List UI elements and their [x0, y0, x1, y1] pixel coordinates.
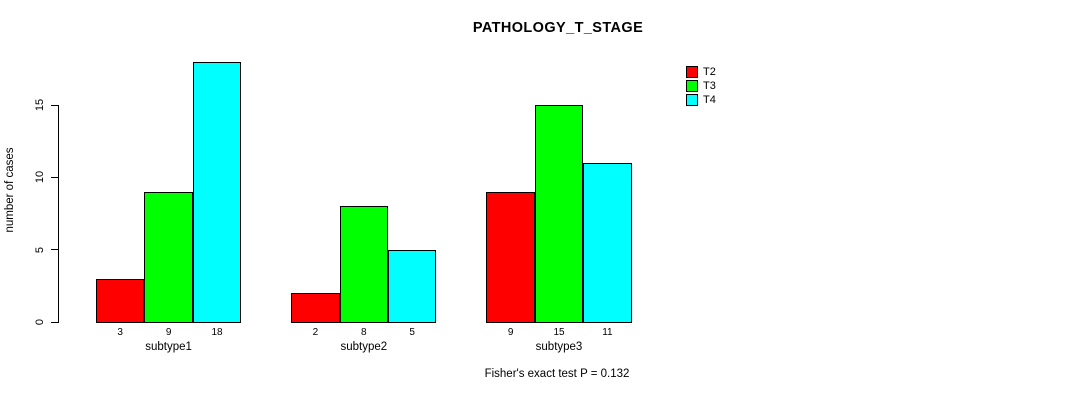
- annotation-text: Fisher's exact test P = 0.132: [484, 368, 630, 380]
- y-tick-mark: [51, 321, 58, 323]
- legend-item-T2: T2: [686, 65, 716, 79]
- legend: T2 T3 T4: [686, 65, 716, 107]
- y-tick-mark: [51, 176, 58, 178]
- category-label-subtype1: subtype1: [145, 341, 192, 353]
- legend-label-T3: T3: [703, 80, 716, 92]
- bar-value-label: 2: [312, 327, 319, 338]
- y-tick-label: 5: [34, 246, 46, 253]
- legend-label-T2: T2: [703, 66, 716, 78]
- legend-item-T3: T3: [686, 79, 716, 93]
- bar-value-label: 9: [507, 327, 514, 338]
- y-axis-line: [57, 105, 59, 323]
- legend-label-T4: T4: [703, 94, 716, 106]
- bar-T2-subtype1: [96, 278, 145, 323]
- legend-item-T4: T4: [686, 93, 716, 107]
- bar-value-label: 5: [409, 327, 415, 338]
- bar-T2-subtype3: [486, 191, 535, 323]
- legend-swatch-T4: [686, 94, 698, 106]
- bar-value-label: 15: [553, 327, 565, 338]
- y-tick-mark: [51, 104, 58, 106]
- y-tick-label: 10: [34, 171, 46, 184]
- bar-T3-subtype1: [144, 191, 193, 323]
- bar-T2-subtype2: [291, 293, 340, 323]
- bar-T4-subtype1: [192, 61, 242, 323]
- bar-T4-subtype2: [388, 249, 437, 323]
- legend-swatch-T2: [686, 66, 698, 78]
- bar-value-label: 8: [361, 327, 367, 338]
- bar-T3-subtype3: [534, 105, 584, 323]
- bar-value-label: 11: [602, 327, 613, 338]
- bar-T4-subtype3: [583, 162, 632, 323]
- bar-value-label: 3: [117, 327, 123, 338]
- category-label-subtype3: subtype3: [535, 341, 583, 353]
- y-axis-label-text: number of cases: [4, 147, 16, 233]
- y-tick-label: 0: [34, 318, 46, 326]
- bar-value-label: 18: [211, 327, 223, 338]
- legend-swatch-T3: [686, 80, 698, 92]
- chart-title: PATHOLOGY_T_STAGE: [472, 20, 644, 36]
- y-tick-mark: [51, 249, 58, 251]
- y-tick-label: 15: [34, 98, 46, 112]
- bar-T3-subtype2: [339, 206, 388, 323]
- bar-value-label: 9: [165, 327, 172, 338]
- category-label-subtype2: subtype2: [340, 341, 388, 353]
